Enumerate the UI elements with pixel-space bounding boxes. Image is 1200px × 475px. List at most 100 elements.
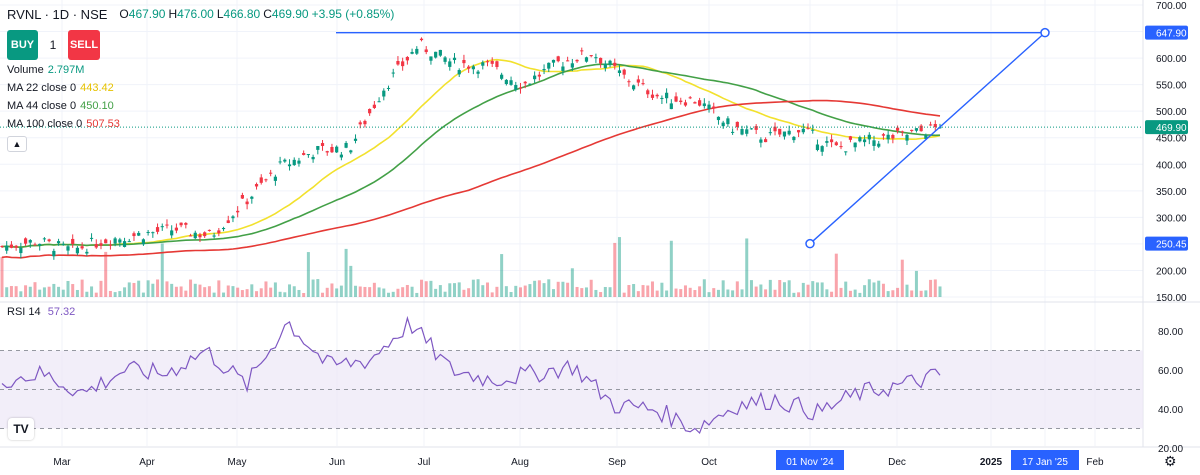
- candle-body: [815, 144, 820, 151]
- candle-body: [85, 251, 89, 254]
- candle-body: [179, 222, 183, 226]
- candle-body: [108, 244, 113, 246]
- candle-body: [749, 128, 754, 130]
- volume-bar: [500, 254, 504, 297]
- candle-body: [504, 79, 508, 85]
- candle-body: [702, 103, 706, 107]
- candle-body: [768, 132, 772, 134]
- volume-bar: [330, 283, 334, 297]
- candle-body: [632, 85, 636, 90]
- candle-body: [467, 66, 471, 69]
- chart-legend: RVNL · 1D · NSE O 467.90 H 476.00 L 466.…: [7, 5, 397, 152]
- candle-body: [834, 142, 838, 146]
- volume-bar: [453, 283, 457, 297]
- gear-icon[interactable]: ⚙: [1164, 453, 1177, 469]
- indicator-ma100[interactable]: MA 100 close 0 507.53: [7, 115, 397, 133]
- volume-bar: [358, 286, 362, 297]
- ma-22-line: [1, 58, 941, 249]
- buy-button[interactable]: BUY: [7, 30, 38, 60]
- indicator-volume[interactable]: Volume 2.797M: [7, 61, 397, 79]
- volume-bar: [424, 281, 428, 297]
- candle-body: [212, 235, 216, 237]
- volume-bar: [929, 279, 933, 297]
- candle-body: [518, 87, 523, 89]
- rsi-line: [1, 315, 941, 435]
- indicator-ma22[interactable]: MA 22 close 0 443.42: [7, 79, 397, 97]
- volume-bar: [858, 292, 862, 297]
- quantity-field[interactable]: 1: [49, 38, 57, 52]
- candle-body: [778, 128, 782, 135]
- candle-body: [928, 124, 933, 126]
- open-label: O: [119, 7, 129, 21]
- candle-body: [23, 238, 28, 244]
- volume-bar: [292, 286, 296, 297]
- volume-bar: [891, 290, 895, 297]
- volume-bar: [518, 287, 522, 297]
- candle-body: [349, 150, 353, 153]
- indicator-value: 2.797M: [47, 64, 85, 76]
- candle-body: [933, 123, 937, 128]
- candle-body: [617, 70, 622, 73]
- candle-body: [344, 142, 348, 148]
- symbol-row: RVNL · 1D · NSE O 467.90 H 476.00 L 466.…: [7, 5, 397, 23]
- volume-bar: [38, 289, 42, 297]
- volume-bar: [622, 292, 626, 297]
- volume-bar: [669, 240, 673, 297]
- trendline-handle: [1040, 27, 1050, 38]
- candle-body: [151, 232, 155, 234]
- tradingview-logo-icon[interactable]: TV: [8, 418, 34, 440]
- time-tick-label: Aug: [511, 457, 529, 468]
- chevron-up-icon[interactable]: ▲: [7, 136, 27, 152]
- volume-bar: [198, 284, 202, 297]
- volume-bar: [561, 281, 565, 297]
- volume-bar: [438, 285, 442, 297]
- volume-bar: [156, 279, 160, 297]
- candle-body: [476, 71, 480, 74]
- volume-bar: [151, 283, 155, 297]
- indicator-name: Volume: [7, 64, 44, 76]
- indicator-ma44[interactable]: MA 44 close 0 450.10: [7, 97, 397, 115]
- rsi-legend[interactable]: RSI 14 57.32: [7, 306, 75, 318]
- candle-body: [160, 226, 164, 228]
- candle-body: [75, 247, 80, 254]
- volume-bar: [900, 259, 904, 297]
- candle-body: [665, 92, 669, 99]
- candle-body: [877, 143, 881, 147]
- candle-body: [490, 60, 494, 64]
- candle-body: [891, 135, 895, 139]
- candle-body: [236, 210, 240, 213]
- volume-bar: [184, 290, 188, 297]
- time-tick-label: 2025: [980, 457, 1003, 468]
- volume-bar: [401, 287, 405, 297]
- volume-bar: [278, 291, 282, 297]
- time-tick-label: Dec: [888, 457, 906, 468]
- volume-bar: [650, 281, 654, 297]
- candle-body: [424, 49, 428, 53]
- time-tick-label: Jul: [418, 457, 431, 468]
- volume-bar: [391, 291, 395, 297]
- volume-bar: [787, 280, 791, 297]
- candle-body: [184, 222, 188, 225]
- candle-body: [495, 61, 499, 67]
- candle-body: [429, 56, 433, 61]
- volume-bars: [0, 237, 942, 297]
- candle-body: [325, 151, 329, 153]
- sell-button[interactable]: SELL: [68, 30, 100, 60]
- volume-bar: [504, 286, 508, 297]
- volume-bar: [349, 265, 353, 297]
- volume-bar: [259, 288, 263, 297]
- symbol-title[interactable]: RVNL · 1D · NSE: [7, 6, 108, 22]
- volume-bar: [174, 286, 178, 297]
- candle-body: [5, 245, 9, 251]
- candle-body: [217, 230, 221, 234]
- indicator-value: 443.42: [80, 82, 114, 94]
- volume-bar: [193, 283, 197, 297]
- volume-bar: [594, 289, 598, 297]
- candle-body: [471, 66, 475, 70]
- volume-bar: [217, 280, 221, 297]
- ray-trendline: [809, 32, 1046, 245]
- candle-body: [254, 184, 259, 187]
- rsi-tick-label: 20.00: [1158, 444, 1183, 455]
